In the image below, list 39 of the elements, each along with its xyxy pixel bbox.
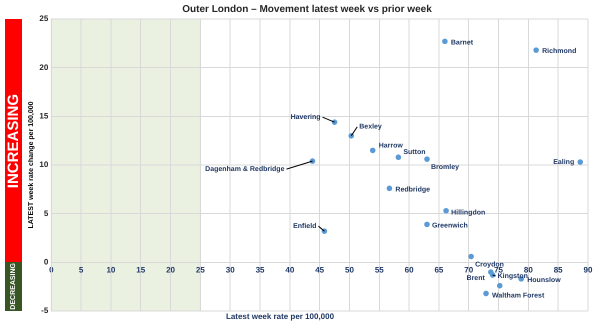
point — [386, 186, 392, 192]
x-tick-label: 30 — [226, 265, 236, 274]
y-tick-label: 0 — [44, 258, 49, 267]
point — [424, 156, 430, 162]
y-tick-label: 15 — [39, 112, 49, 121]
x-tick-label: 55 — [374, 265, 384, 274]
y-tick-label: -5 — [41, 306, 49, 316]
point — [483, 290, 489, 296]
x-tick-label: 5 — [78, 265, 84, 274]
x-tick-label: 35 — [256, 265, 266, 274]
x-tick-label: 45 — [315, 265, 325, 274]
point — [468, 254, 474, 260]
y-tick-label: 10 — [39, 160, 49, 170]
point — [442, 38, 448, 44]
point — [577, 159, 584, 165]
x-tick-label: 15 — [136, 265, 146, 274]
x-tick-label: 50 — [345, 265, 354, 274]
y-tick-label: 5 — [44, 208, 49, 218]
x-tick-label: 80 — [524, 265, 534, 274]
x-tick-label: 85 — [554, 265, 564, 274]
point — [443, 208, 449, 214]
point — [396, 154, 402, 160]
x-tick-label: 10 — [106, 265, 116, 274]
point — [424, 222, 430, 228]
x-tick-label: 60 — [404, 265, 414, 274]
x-tick-label: 65 — [434, 265, 444, 274]
y-tick-label: 20 — [39, 62, 49, 72]
x-tick-label: 40 — [285, 265, 295, 274]
point — [496, 282, 503, 288]
y-tick-label: 25 — [39, 14, 49, 24]
x-tick-label: 20 — [166, 265, 176, 274]
increasing-side-panel: INCREASING — [5, 19, 22, 262]
x-tick-label: 70 — [464, 265, 474, 274]
point — [533, 47, 539, 53]
x-axis-title: Latest week rate per 100,000 — [224, 312, 336, 321]
x-tick-label: 25 — [196, 265, 206, 274]
point — [370, 148, 376, 154]
chart-title: Outer London – Movement latest week vs prior week — [182, 4, 432, 15]
x-tick-label: 90 — [584, 265, 593, 274]
